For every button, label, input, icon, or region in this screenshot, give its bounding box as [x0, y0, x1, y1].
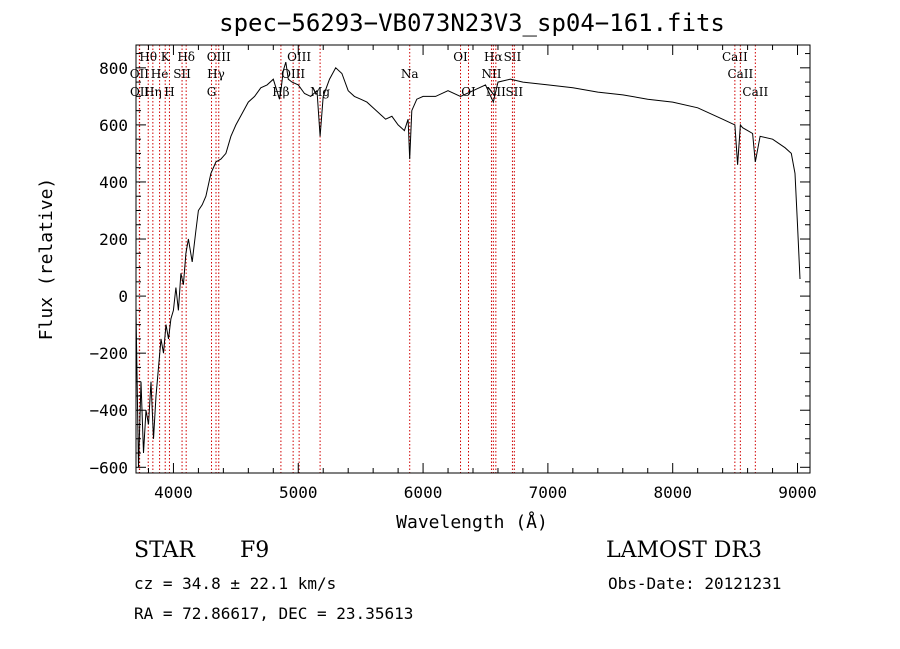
x-tick-label: 7000 — [529, 483, 568, 502]
line-marker-label: Hα — [484, 50, 503, 64]
y-axis-label: Flux (relative) — [36, 178, 57, 341]
y-tick-label: 200 — [99, 230, 128, 249]
axis-ticks: 4000 5000 6000 7000 8000 9000 −600 −400 −200 0 200… — [89, 45, 817, 502]
line-marker-label: SII — [173, 67, 191, 81]
x-tick-label: 4000 — [154, 483, 193, 502]
line-markers: HθOIIOIIHηHeKHSIIHδGHγOIIIHβOIIIOIIIMgNa… — [130, 45, 768, 473]
line-marker-label: OIII — [287, 50, 311, 64]
line-marker-label: Hγ — [207, 67, 225, 81]
y-tick-label: 400 — [99, 173, 128, 192]
x-tick-label: 5000 — [279, 483, 318, 502]
x-tick-label: 6000 — [404, 483, 443, 502]
line-marker-label: Hδ — [177, 50, 195, 64]
line-marker-label: SII — [504, 50, 522, 64]
line-marker-label: K — [161, 50, 171, 64]
flux-series-line — [135, 61, 801, 468]
redshift-readout: cz = 34.8 ± 22.1 km/s — [134, 574, 337, 593]
object-class: STAR — [134, 538, 195, 563]
x-tick-label: 9000 — [778, 483, 817, 502]
line-marker-label: He — [151, 67, 169, 81]
chart-title: spec−56293−VB073N23V3_sp04−161.fits — [219, 9, 725, 37]
object-subclass: F9 — [240, 538, 270, 563]
line-marker-label: OII — [130, 85, 150, 99]
line-marker-label: NII — [481, 67, 501, 81]
line-marker-label: Hθ — [139, 50, 157, 64]
y-tick-label: 0 — [118, 287, 128, 306]
y-tick-label: −400 — [89, 401, 128, 420]
y-tick-label: −200 — [89, 344, 128, 363]
line-marker-label: H — [164, 85, 174, 99]
x-axis-label: Wavelength (Å) — [396, 511, 548, 533]
line-marker-label: CaII — [722, 50, 748, 64]
line-marker-label: CaII — [727, 67, 753, 81]
y-tick-label: 600 — [99, 116, 128, 135]
y-tick-label: 800 — [99, 59, 128, 78]
line-marker-label: Na — [401, 67, 419, 81]
x-tick-label: 8000 — [653, 483, 692, 502]
line-marker-label: OI — [453, 50, 468, 64]
survey-name: LAMOST DR3 — [606, 538, 762, 563]
line-marker-label: Hη — [144, 85, 162, 99]
line-marker-label: OIII — [207, 50, 231, 64]
line-marker-label: CaII — [742, 85, 768, 99]
line-marker-label: SII — [505, 85, 523, 99]
line-marker-label: Mg — [310, 85, 330, 99]
observation-date: Obs-Date: 20121231 — [608, 574, 782, 593]
coordinates-readout: RA = 72.86617, DEC = 23.35613 — [134, 604, 414, 623]
y-tick-label: −600 — [89, 458, 128, 477]
line-marker-label: OIII — [281, 67, 305, 81]
plot-frame — [135, 44, 811, 474]
line-marker-label: G — [207, 85, 217, 99]
line-marker-label: OI — [461, 85, 476, 99]
